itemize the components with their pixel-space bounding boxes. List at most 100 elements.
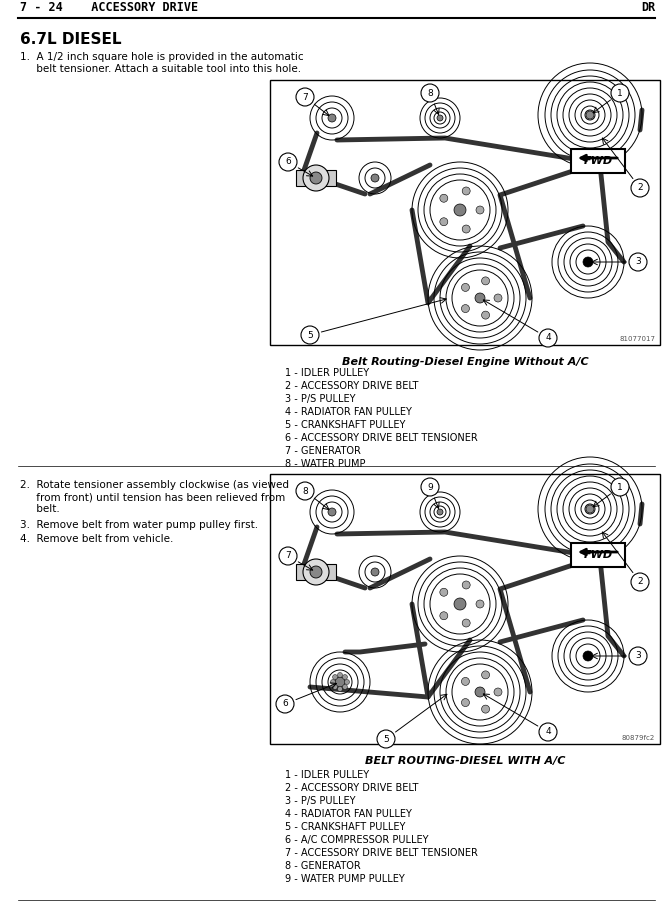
Circle shape <box>279 153 297 171</box>
Circle shape <box>343 675 347 680</box>
Circle shape <box>586 505 594 513</box>
Circle shape <box>611 478 629 496</box>
Circle shape <box>371 568 379 576</box>
Circle shape <box>328 114 336 122</box>
Text: 2: 2 <box>637 184 643 192</box>
Text: 5 - CRANKSHAFT PULLEY: 5 - CRANKSHAFT PULLEY <box>285 822 405 832</box>
Circle shape <box>303 559 329 585</box>
Circle shape <box>337 672 343 678</box>
Text: 7: 7 <box>285 552 291 561</box>
Text: 6 - ACCESSORY DRIVE BELT TENSIONER: 6 - ACCESSORY DRIVE BELT TENSIONER <box>285 433 478 443</box>
Text: 1 - IDLER PULLEY: 1 - IDLER PULLEY <box>285 770 369 780</box>
Text: 5: 5 <box>383 735 389 744</box>
Circle shape <box>454 204 466 216</box>
Circle shape <box>439 588 448 596</box>
Circle shape <box>377 730 395 748</box>
Bar <box>296 564 336 580</box>
Circle shape <box>462 619 470 627</box>
Circle shape <box>421 478 439 496</box>
Circle shape <box>586 111 594 119</box>
Circle shape <box>421 84 439 102</box>
Circle shape <box>482 670 490 679</box>
Text: 2 - ACCESSORY DRIVE BELT: 2 - ACCESSORY DRIVE BELT <box>285 783 419 793</box>
Circle shape <box>611 84 629 102</box>
Text: 2 - ACCESSORY DRIVE BELT: 2 - ACCESSORY DRIVE BELT <box>285 381 419 391</box>
Text: 3 - P/S PULLEY: 3 - P/S PULLEY <box>285 796 355 806</box>
Circle shape <box>437 115 443 121</box>
Text: 3.  Remove belt from water pump pulley first.: 3. Remove belt from water pump pulley fi… <box>20 520 258 530</box>
Text: 80879fc2: 80879fc2 <box>622 735 655 741</box>
Circle shape <box>439 194 448 202</box>
Circle shape <box>631 179 649 197</box>
Circle shape <box>310 566 322 578</box>
Circle shape <box>439 217 448 226</box>
Text: 4 - RADIATOR FAN PULLEY: 4 - RADIATOR FAN PULLEY <box>285 809 412 819</box>
Circle shape <box>331 680 335 685</box>
Text: 6: 6 <box>282 699 288 708</box>
Text: 7 - 24    ACCESSORY DRIVE: 7 - 24 ACCESSORY DRIVE <box>20 1 198 14</box>
Circle shape <box>583 651 593 661</box>
Text: 8: 8 <box>427 89 433 98</box>
Circle shape <box>583 257 593 267</box>
Circle shape <box>343 684 347 689</box>
Circle shape <box>629 253 647 271</box>
Text: 1.  A 1/2 inch square hole is provided in the automatic: 1. A 1/2 inch square hole is provided in… <box>20 52 304 62</box>
Text: 6.7L DIESEL: 6.7L DIESEL <box>20 32 122 47</box>
Circle shape <box>337 687 343 691</box>
Text: 1: 1 <box>617 483 623 491</box>
Text: 8 - WATER PUMP: 8 - WATER PUMP <box>285 459 366 469</box>
Text: belt tensioner. Attach a suitable tool into this hole.: belt tensioner. Attach a suitable tool i… <box>20 64 301 74</box>
Text: 9 - WATER PUMP PULLEY: 9 - WATER PUMP PULLEY <box>285 874 405 884</box>
Circle shape <box>345 680 349 685</box>
Circle shape <box>462 225 470 233</box>
Text: 8: 8 <box>302 487 308 496</box>
Circle shape <box>462 284 470 292</box>
Text: 4: 4 <box>545 333 551 342</box>
Text: DR: DR <box>640 1 655 14</box>
Circle shape <box>629 647 647 665</box>
Circle shape <box>333 675 337 680</box>
Circle shape <box>303 165 329 191</box>
Circle shape <box>475 687 485 697</box>
Text: 9: 9 <box>427 483 433 491</box>
Text: BELT ROUTING-DIESEL WITH A/C: BELT ROUTING-DIESEL WITH A/C <box>365 756 565 766</box>
Circle shape <box>462 581 470 589</box>
Text: 4: 4 <box>545 728 551 737</box>
Text: 2.  Rotate tensioner assembly clockwise (as viewed: 2. Rotate tensioner assembly clockwise (… <box>20 480 289 490</box>
Circle shape <box>482 277 490 284</box>
Circle shape <box>276 695 294 713</box>
Circle shape <box>494 688 502 696</box>
Text: 3: 3 <box>635 257 641 266</box>
Text: FWD: FWD <box>583 156 613 166</box>
Text: 3 - P/S PULLEY: 3 - P/S PULLEY <box>285 394 355 404</box>
Circle shape <box>335 677 345 687</box>
Circle shape <box>328 508 336 516</box>
Text: FWD: FWD <box>583 550 613 560</box>
FancyBboxPatch shape <box>571 543 625 567</box>
Circle shape <box>371 174 379 182</box>
Text: 5: 5 <box>307 331 313 340</box>
Text: 2: 2 <box>637 577 643 586</box>
Text: 5 - CRANKSHAFT PULLEY: 5 - CRANKSHAFT PULLEY <box>285 420 405 430</box>
Circle shape <box>439 612 448 620</box>
Text: 1: 1 <box>617 89 623 98</box>
Text: 81077017: 81077017 <box>619 336 655 342</box>
Text: 6: 6 <box>285 158 291 167</box>
Circle shape <box>539 329 557 347</box>
Circle shape <box>296 482 314 500</box>
Circle shape <box>494 294 502 302</box>
Text: 7: 7 <box>302 92 308 101</box>
Text: 4.  Remove belt from vehicle.: 4. Remove belt from vehicle. <box>20 534 173 544</box>
Circle shape <box>462 304 470 313</box>
Circle shape <box>437 509 443 515</box>
Text: belt.: belt. <box>20 504 60 514</box>
Bar <box>270 474 660 744</box>
Circle shape <box>333 684 337 689</box>
Text: Belt Routing-Diesel Engine Without A/C: Belt Routing-Diesel Engine Without A/C <box>341 357 588 367</box>
Circle shape <box>476 600 484 608</box>
Circle shape <box>301 326 319 344</box>
FancyBboxPatch shape <box>571 149 625 173</box>
Circle shape <box>296 88 314 106</box>
Circle shape <box>462 699 470 707</box>
Circle shape <box>482 311 490 319</box>
